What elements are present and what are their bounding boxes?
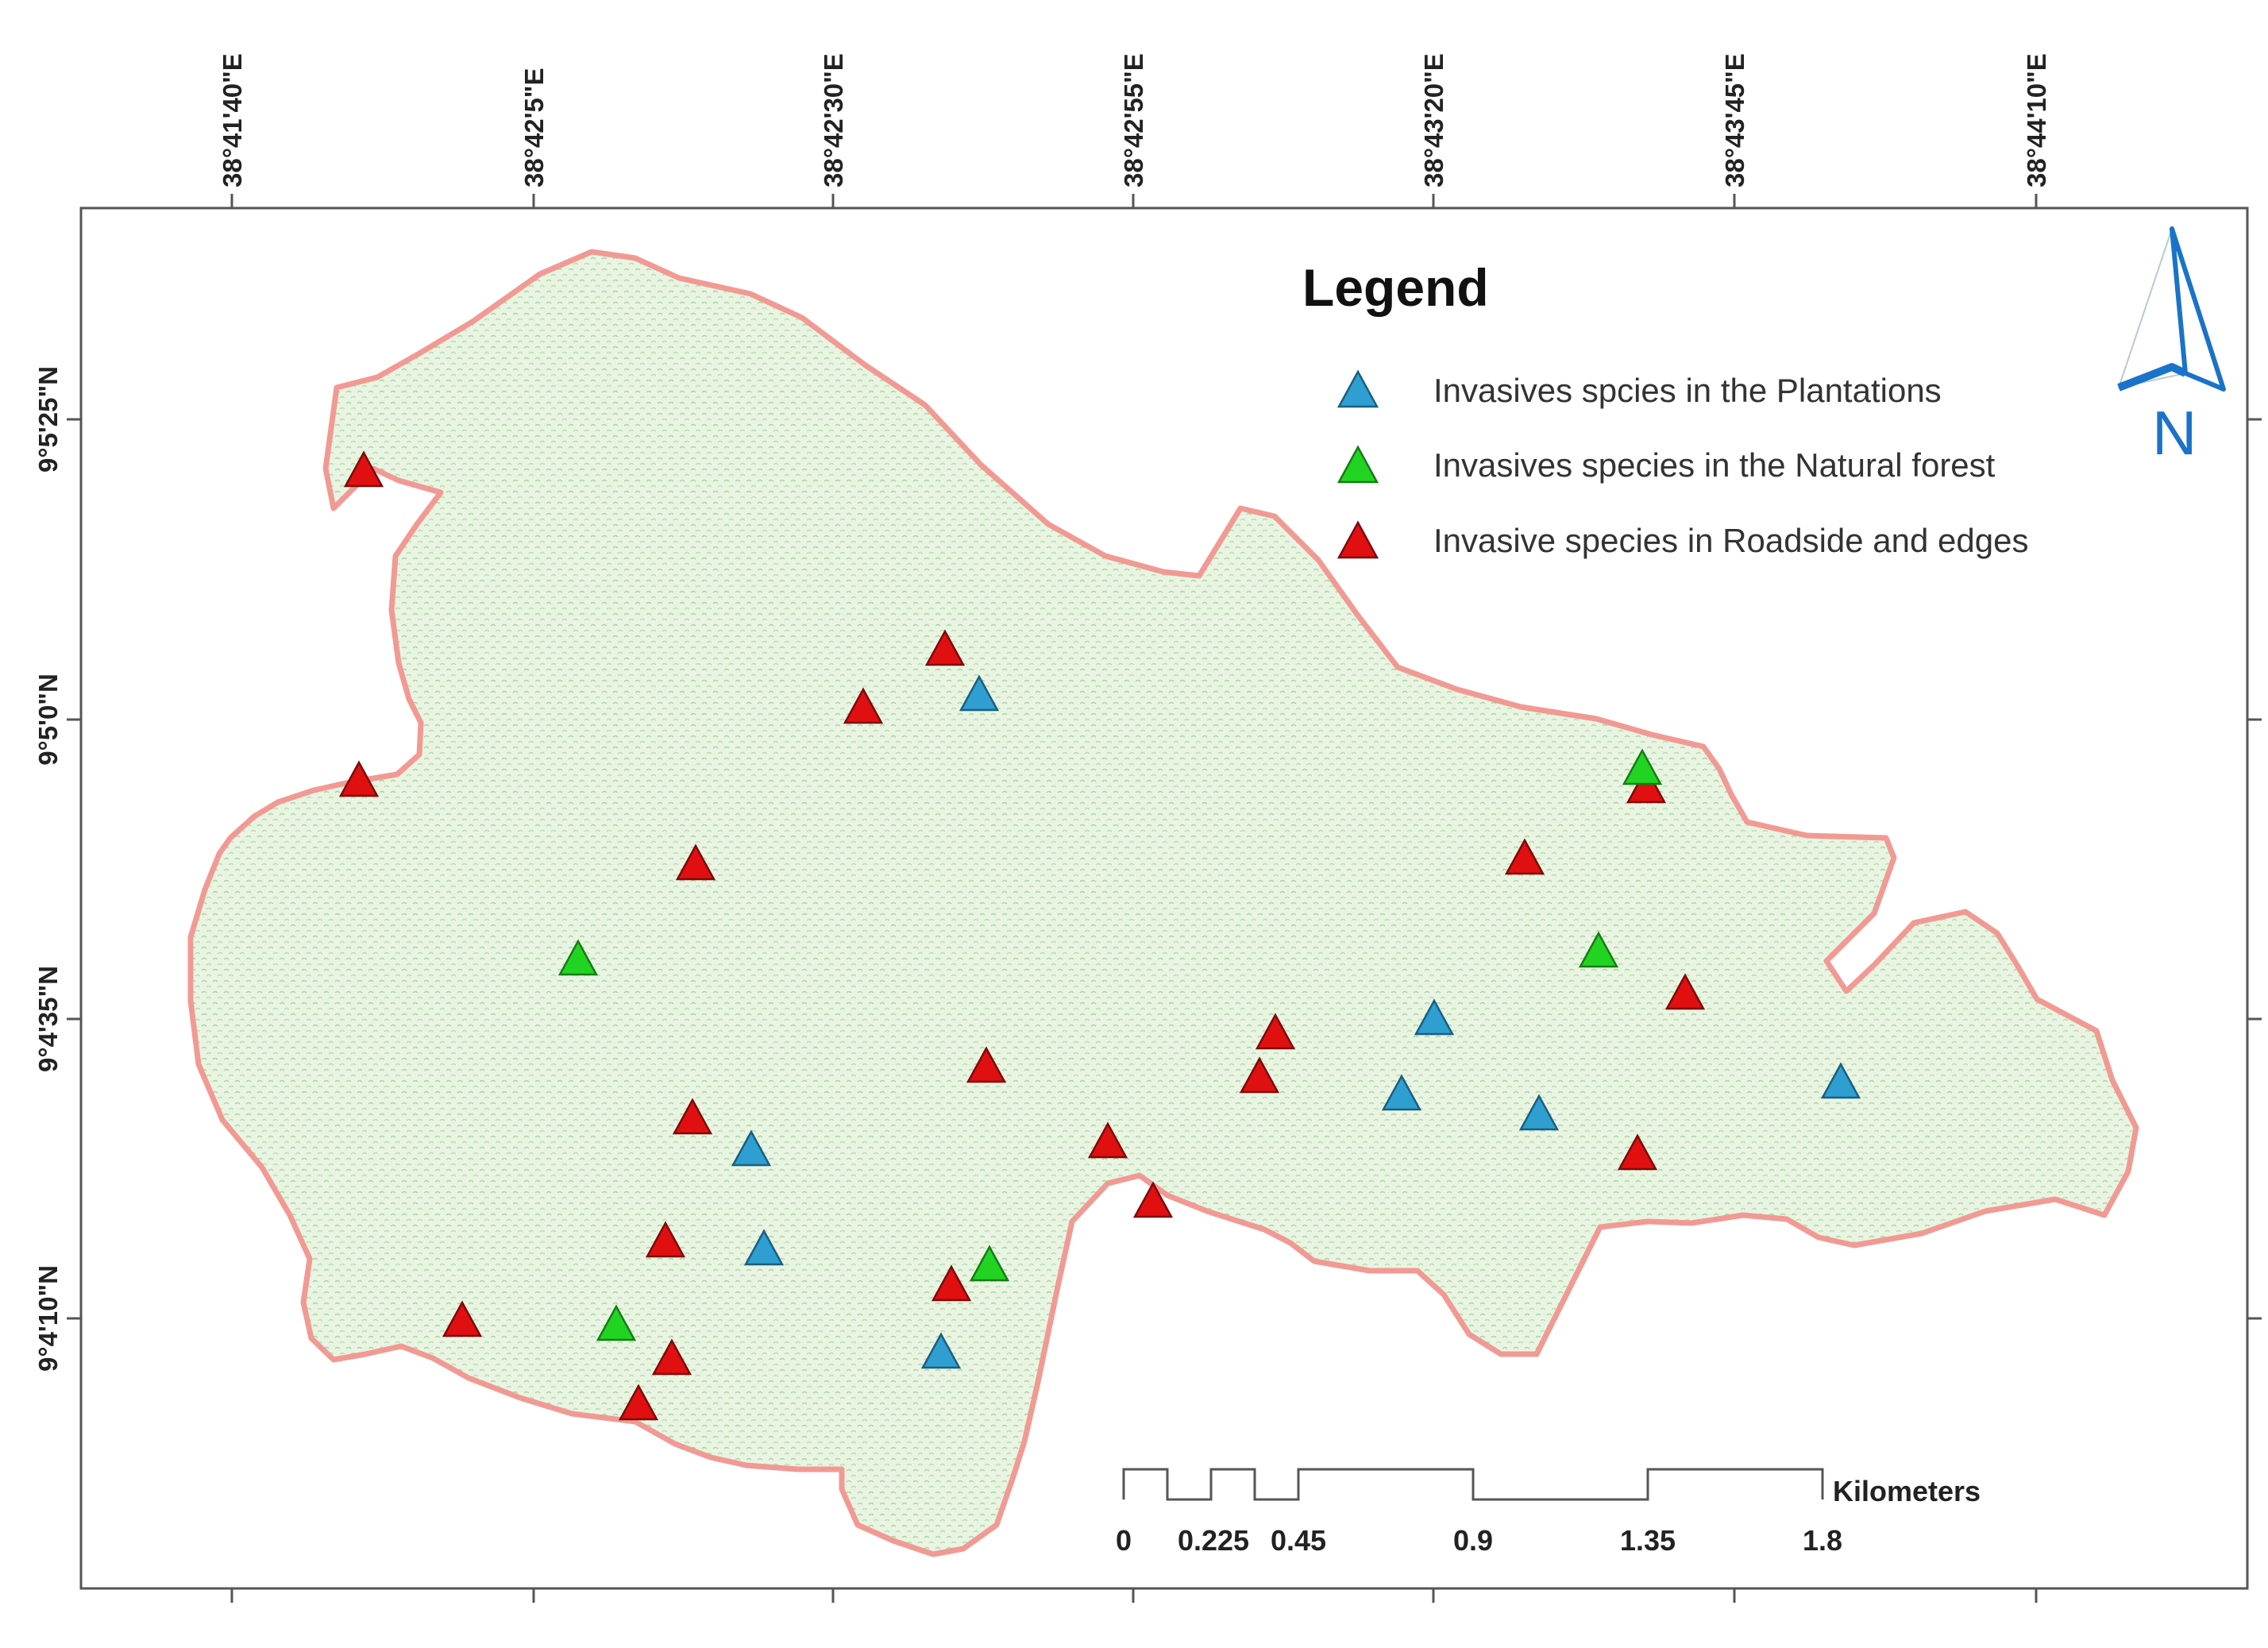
lat-label: 9°4'35"N	[33, 966, 63, 1072]
lon-label: 38°43'45"E	[1720, 53, 1749, 187]
roadside-point	[1239, 1056, 1280, 1094]
legend-symbol-natural-forest	[1336, 445, 1379, 484]
plantation-point	[958, 674, 1000, 712]
natural-forest-point	[969, 1245, 1010, 1282]
longitude-labels: 38°41'40"E 38°42'5"E 38°42'30"E 38°42'55…	[218, 53, 2051, 187]
lat-label: 9°4'10"N	[33, 1265, 63, 1372]
natural-forest-point	[557, 939, 599, 976]
legend-symbol-roadside	[1336, 520, 1379, 559]
plantation-point	[1381, 1074, 1422, 1111]
bottom-ticks	[230, 1588, 2038, 1603]
study-area-boundary	[187, 249, 2139, 1557]
map-frame	[79, 206, 2249, 1590]
roadside-point	[1087, 1121, 1128, 1159]
legend: Legend Invasives spcies in the Plantatio…	[1302, 258, 2028, 559]
roadside-point	[1255, 1013, 1296, 1050]
lon-label: 38°42'55"E	[1119, 53, 1148, 187]
scale-label: 0.225	[1178, 1524, 1249, 1557]
scale-label: 0.45	[1271, 1524, 1326, 1557]
top-ticks	[230, 194, 2038, 208]
roadside-point	[618, 1384, 659, 1421]
scale-labels: 0 0.225 0.45 0.9 1.35 1.8 Kilometers	[1116, 1475, 1981, 1557]
lon-label: 38°44'10"E	[2022, 53, 2051, 187]
natural-forest-point	[596, 1304, 637, 1341]
scale-label: 1.35	[1620, 1524, 1676, 1557]
plantation-point	[1414, 998, 1455, 1036]
scale-label: 0	[1116, 1524, 1132, 1557]
lat-label: 9°5'25"N	[33, 366, 63, 473]
scale-unit: Kilometers	[1833, 1475, 1981, 1507]
roadside-point	[675, 843, 716, 881]
plantation-point	[743, 1229, 785, 1266]
legend-symbol-plantations	[1336, 369, 1379, 408]
roadside-point	[442, 1300, 483, 1337]
legend-label-natural-forest: Invasives species in the Natural forest	[1433, 446, 1996, 484]
roadside-point	[931, 1264, 972, 1302]
scale-label: 1.8	[1803, 1524, 1842, 1557]
scale-bar	[1122, 1468, 1824, 1501]
roadside-point	[1132, 1181, 1174, 1218]
lon-label: 38°42'5"E	[519, 68, 549, 187]
natural-forest-point	[1622, 748, 1663, 785]
plantation-point	[731, 1129, 772, 1167]
natural-forest-points-layer	[557, 748, 1663, 1341]
lon-label: 38°42'30"E	[819, 53, 848, 187]
lon-label: 38°43'20"E	[1419, 53, 1448, 187]
scale-label: 0.9	[1453, 1524, 1493, 1557]
legend-label-roadside: Invasive species in Roadside and edges	[1433, 522, 2028, 559]
roadside-point	[1664, 973, 1706, 1010]
plantation-point	[1518, 1094, 1560, 1131]
roadside-points	[338, 450, 1706, 1421]
north-arrow: N	[2117, 226, 2226, 468]
left-ticks	[67, 418, 81, 1320]
roadside-point	[924, 629, 966, 666]
roadside-point	[1504, 838, 1545, 875]
plantation-point	[1820, 1062, 1861, 1099]
right-ticks	[2247, 418, 2262, 1320]
roadside-point	[651, 1338, 692, 1376]
roadside-point	[843, 687, 884, 724]
roadside-point	[338, 760, 380, 797]
roadside-point	[1626, 766, 1667, 804]
roadside-point	[1617, 1133, 1658, 1171]
legend-label-plantations: Invasives spcies in the Plantations	[1433, 372, 1942, 409]
latitude-labels: 9°5'25"N 9°5'0"N 9°4'35"N 9°4'10"N	[33, 366, 63, 1372]
plantation-point	[920, 1332, 962, 1369]
plantation-points-layer	[731, 674, 1861, 1369]
roadside-point	[343, 450, 384, 488]
north-label: N	[2152, 398, 2197, 468]
lon-label: 38°41'40"E	[218, 53, 247, 187]
roadside-point	[672, 1098, 713, 1135]
natural-forest-point	[1578, 931, 1619, 968]
legend-title: Legend	[1302, 258, 1489, 317]
roadside-point	[966, 1046, 1007, 1083]
roadside-point	[645, 1221, 686, 1258]
lat-label: 9°5'0"N	[33, 673, 63, 766]
